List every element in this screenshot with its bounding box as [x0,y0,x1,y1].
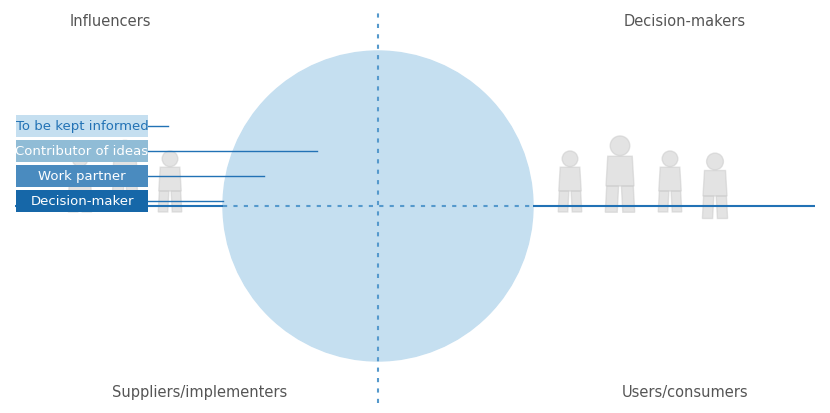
Bar [16,166,148,188]
Text: Users/consumers: Users/consumers [622,384,749,399]
Circle shape [330,159,426,254]
Polygon shape [69,168,91,192]
Polygon shape [68,192,79,212]
Polygon shape [559,168,581,192]
Polygon shape [671,192,681,212]
Polygon shape [111,187,124,211]
Polygon shape [171,192,182,212]
Circle shape [662,152,678,167]
Polygon shape [716,197,728,219]
Circle shape [296,125,460,288]
Circle shape [116,141,134,159]
Text: Work partner: Work partner [38,170,126,183]
Text: Influencers: Influencers [69,14,151,29]
Circle shape [706,154,724,171]
Circle shape [610,137,630,156]
Bar [16,190,148,212]
Polygon shape [658,192,669,212]
Polygon shape [81,192,92,212]
Text: Decision-maker: Decision-maker [30,195,134,208]
Bar [16,141,148,163]
Polygon shape [605,187,618,213]
Circle shape [162,152,178,167]
Text: Contributor of ideas: Contributor of ideas [16,145,149,158]
Polygon shape [702,197,714,219]
Polygon shape [571,192,582,212]
Polygon shape [112,159,138,187]
Polygon shape [159,168,181,192]
Circle shape [260,89,496,324]
Polygon shape [659,168,681,192]
Polygon shape [126,187,139,211]
Bar [16,116,148,138]
Polygon shape [159,192,168,212]
Polygon shape [622,187,635,213]
Circle shape [562,152,578,167]
Circle shape [223,52,533,361]
Circle shape [72,152,88,167]
Text: To be kept informed: To be kept informed [16,120,149,133]
Text: Suppliers/implementers: Suppliers/implementers [112,384,288,399]
Polygon shape [559,192,569,212]
Polygon shape [703,171,727,197]
Text: Decision-makers: Decision-makers [624,14,746,29]
Polygon shape [606,157,634,187]
